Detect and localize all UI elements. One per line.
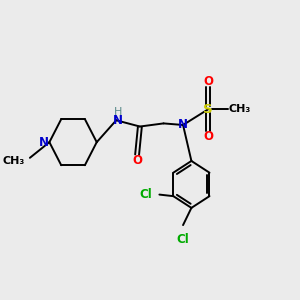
Text: S: S bbox=[203, 103, 213, 116]
Text: H: H bbox=[113, 107, 122, 118]
Text: CH₃: CH₃ bbox=[2, 156, 24, 166]
Text: Cl: Cl bbox=[140, 188, 152, 201]
Text: O: O bbox=[203, 75, 213, 88]
Text: N: N bbox=[39, 136, 49, 149]
Text: N: N bbox=[178, 118, 188, 131]
Text: O: O bbox=[132, 154, 142, 167]
Text: Cl: Cl bbox=[177, 233, 189, 246]
Text: CH₃: CH₃ bbox=[229, 104, 251, 114]
Text: N: N bbox=[112, 114, 123, 127]
Text: O: O bbox=[203, 130, 213, 143]
